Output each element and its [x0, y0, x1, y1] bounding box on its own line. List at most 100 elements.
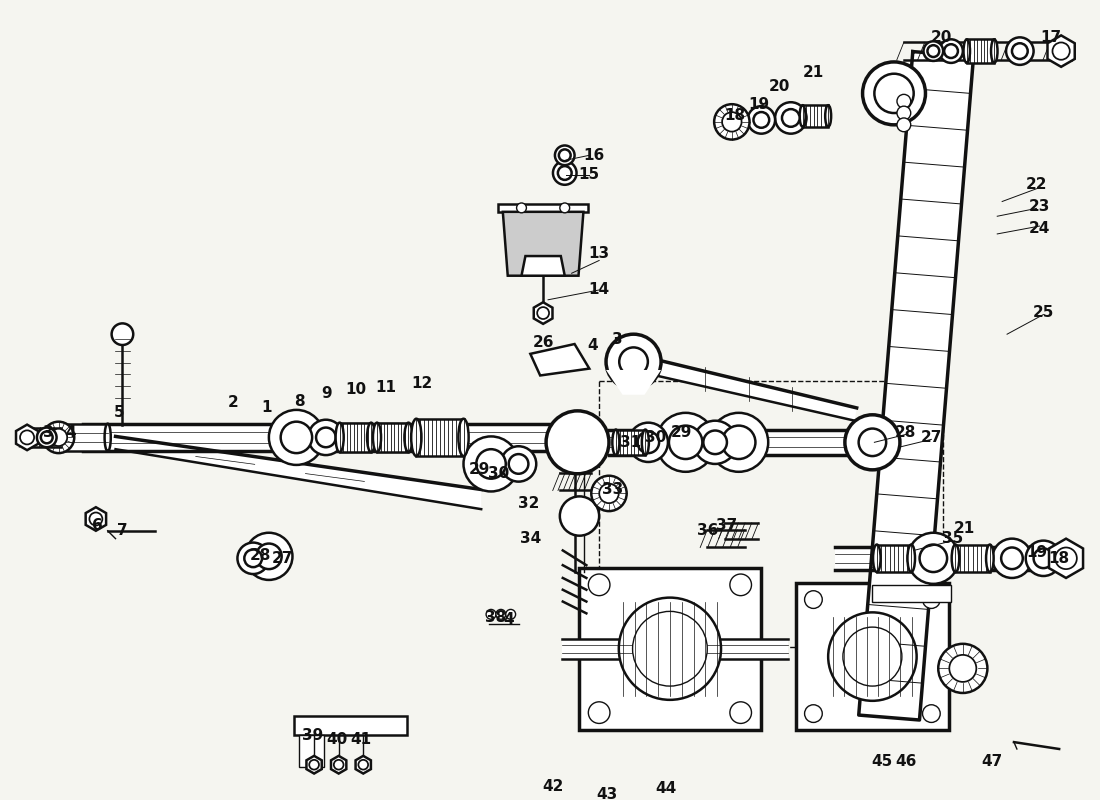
- Circle shape: [1012, 43, 1027, 59]
- Bar: [803, 105, 828, 126]
- Circle shape: [50, 429, 67, 446]
- Circle shape: [256, 543, 282, 569]
- Text: 21: 21: [954, 522, 976, 536]
- Circle shape: [20, 430, 34, 445]
- Polygon shape: [299, 735, 323, 766]
- Circle shape: [554, 146, 574, 165]
- Circle shape: [920, 545, 947, 572]
- Text: 4: 4: [65, 425, 76, 440]
- Text: 16: 16: [584, 148, 605, 163]
- Polygon shape: [307, 756, 322, 774]
- Circle shape: [560, 496, 600, 536]
- Circle shape: [37, 427, 56, 447]
- Circle shape: [1001, 547, 1023, 569]
- Circle shape: [486, 610, 496, 619]
- Polygon shape: [295, 715, 407, 735]
- Text: 38: 38: [485, 610, 507, 625]
- Polygon shape: [1047, 35, 1075, 67]
- Ellipse shape: [986, 545, 993, 572]
- Circle shape: [592, 476, 627, 511]
- Text: 47: 47: [981, 754, 1003, 770]
- Text: 27: 27: [272, 551, 294, 566]
- Ellipse shape: [55, 424, 62, 451]
- Circle shape: [41, 431, 53, 443]
- Polygon shape: [606, 370, 661, 394]
- Polygon shape: [503, 212, 583, 276]
- Text: 1: 1: [262, 401, 272, 415]
- Text: 18: 18: [1048, 551, 1069, 566]
- Circle shape: [245, 533, 293, 580]
- Text: 35: 35: [943, 531, 964, 546]
- Text: 18: 18: [724, 109, 746, 123]
- Circle shape: [517, 203, 527, 213]
- Circle shape: [606, 334, 661, 390]
- Circle shape: [722, 426, 756, 459]
- Circle shape: [944, 44, 958, 58]
- Text: 4: 4: [504, 612, 514, 626]
- Ellipse shape: [908, 545, 915, 572]
- Circle shape: [619, 598, 720, 700]
- Circle shape: [600, 484, 618, 503]
- Circle shape: [553, 161, 576, 185]
- Circle shape: [1006, 38, 1034, 65]
- Circle shape: [308, 420, 343, 455]
- Text: 2: 2: [228, 395, 239, 410]
- Text: 10: 10: [344, 382, 366, 397]
- Circle shape: [558, 166, 572, 180]
- Circle shape: [1034, 549, 1054, 568]
- Circle shape: [754, 112, 769, 128]
- Text: 6: 6: [92, 518, 103, 534]
- Bar: [579, 568, 761, 730]
- Polygon shape: [872, 585, 952, 602]
- Circle shape: [896, 118, 911, 132]
- Text: 41: 41: [351, 732, 372, 746]
- Text: 40: 40: [326, 732, 348, 746]
- Circle shape: [89, 513, 102, 526]
- Circle shape: [730, 574, 751, 596]
- Text: 30: 30: [488, 466, 509, 482]
- Polygon shape: [116, 437, 481, 509]
- Circle shape: [776, 102, 806, 134]
- Polygon shape: [331, 756, 346, 774]
- Text: 27: 27: [921, 430, 942, 445]
- Text: 15: 15: [579, 167, 600, 182]
- Ellipse shape: [405, 422, 412, 452]
- Text: 30: 30: [645, 430, 665, 445]
- Ellipse shape: [964, 39, 970, 63]
- Polygon shape: [16, 425, 38, 450]
- Ellipse shape: [411, 418, 421, 456]
- Circle shape: [845, 414, 900, 470]
- Text: 20: 20: [768, 79, 790, 94]
- Circle shape: [560, 203, 570, 213]
- Circle shape: [804, 590, 823, 609]
- Circle shape: [463, 437, 518, 491]
- Text: 32: 32: [518, 496, 539, 510]
- Circle shape: [1055, 547, 1077, 569]
- Circle shape: [669, 426, 703, 459]
- Circle shape: [693, 421, 737, 464]
- Ellipse shape: [459, 418, 469, 456]
- Circle shape: [280, 422, 312, 453]
- Text: 29: 29: [671, 425, 692, 440]
- Text: 43: 43: [596, 786, 617, 800]
- Text: 20: 20: [931, 30, 952, 45]
- Circle shape: [657, 413, 715, 472]
- Polygon shape: [859, 51, 974, 720]
- Circle shape: [874, 74, 914, 113]
- Circle shape: [843, 627, 902, 686]
- Ellipse shape: [613, 430, 619, 455]
- Polygon shape: [355, 756, 371, 774]
- Circle shape: [508, 454, 528, 474]
- Circle shape: [588, 702, 610, 723]
- Text: 19: 19: [1026, 545, 1047, 560]
- Text: 39: 39: [301, 728, 322, 742]
- Circle shape: [923, 590, 940, 609]
- Polygon shape: [562, 639, 788, 658]
- Circle shape: [828, 612, 916, 701]
- Circle shape: [782, 109, 800, 126]
- Circle shape: [710, 413, 768, 472]
- Text: 33: 33: [603, 482, 624, 497]
- Text: 21: 21: [803, 66, 824, 80]
- Text: 23: 23: [1028, 199, 1050, 214]
- Circle shape: [949, 655, 977, 682]
